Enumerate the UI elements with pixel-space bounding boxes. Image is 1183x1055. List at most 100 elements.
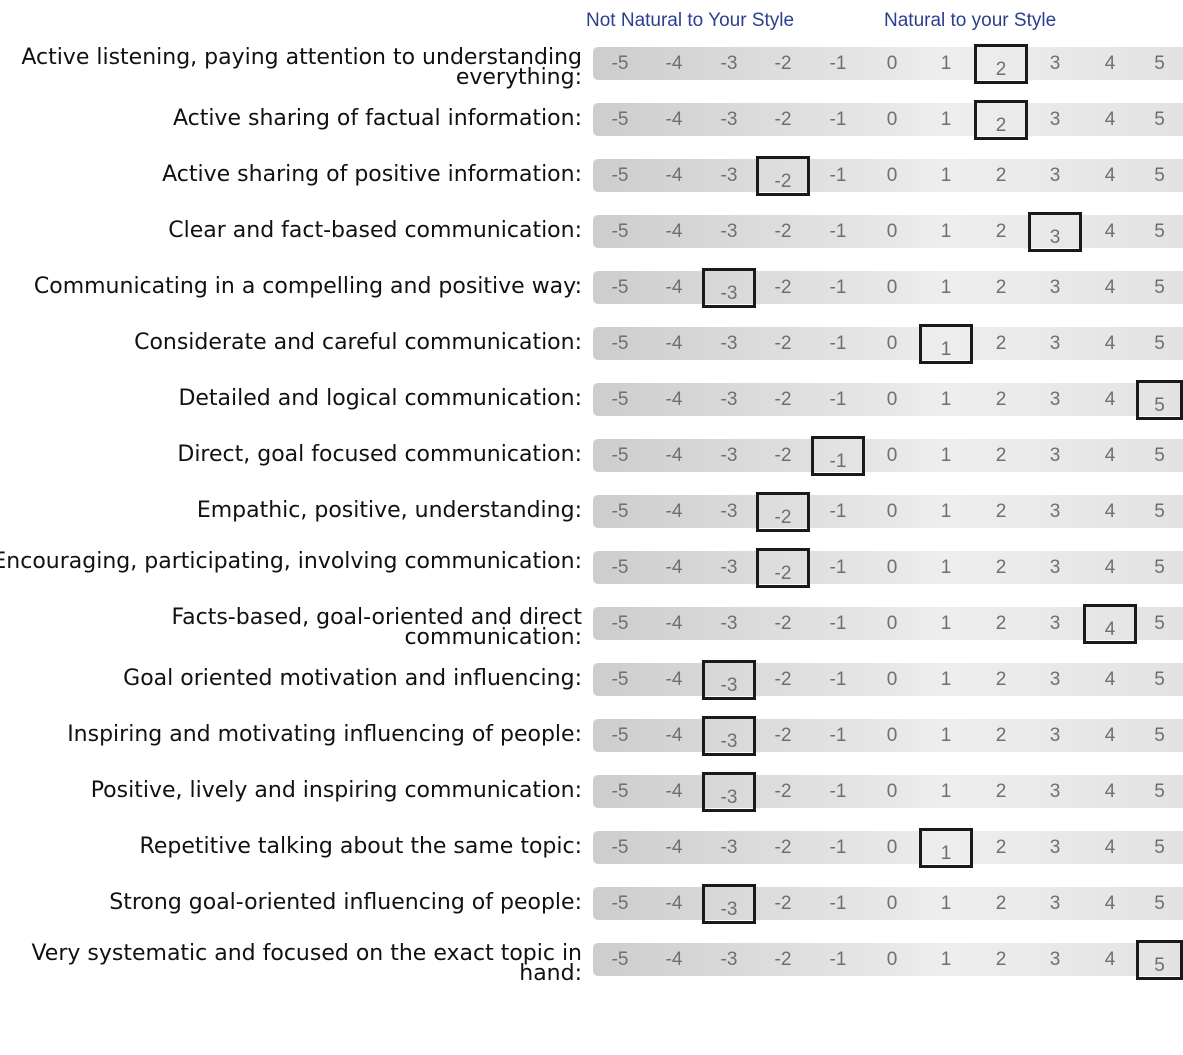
rating-option[interactable]: 3 — [1049, 557, 1061, 578]
rating-option[interactable]: 1 — [940, 165, 952, 186]
rating-option-selected[interactable]: -3 — [702, 884, 756, 924]
rating-option[interactable]: -4 — [665, 893, 683, 914]
rating-option[interactable]: 4 — [1104, 445, 1116, 466]
rating-option[interactable]: 4 — [1104, 389, 1116, 410]
rating-option[interactable]: 3 — [1049, 725, 1061, 746]
rating-option[interactable]: -2 — [774, 277, 792, 298]
rating-option[interactable]: -1 — [829, 109, 847, 130]
rating-option[interactable]: -5 — [611, 277, 629, 298]
rating-option[interactable]: -1 — [829, 613, 847, 634]
rating-option[interactable]: 2 — [995, 781, 1007, 802]
rating-option[interactable]: 5 — [1154, 109, 1165, 130]
rating-option[interactable]: -1 — [829, 725, 847, 746]
rating-option[interactable]: -5 — [611, 613, 629, 634]
rating-option[interactable]: 0 — [886, 445, 898, 466]
rating-option[interactable]: 0 — [886, 837, 898, 858]
rating-option[interactable]: 5 — [1154, 613, 1165, 634]
rating-option[interactable]: -1 — [829, 949, 847, 970]
rating-option[interactable]: -4 — [665, 277, 683, 298]
rating-option[interactable]: 4 — [1104, 781, 1116, 802]
rating-option[interactable]: 3 — [1049, 669, 1061, 690]
rating-option[interactable]: -1 — [829, 221, 847, 242]
rating-option[interactable]: 3 — [1049, 613, 1061, 634]
rating-option[interactable]: 2 — [995, 949, 1007, 970]
rating-option[interactable]: 5 — [1154, 557, 1165, 578]
rating-option[interactable]: -3 — [720, 557, 738, 578]
rating-option[interactable]: 4 — [1104, 893, 1116, 914]
rating-option[interactable]: -5 — [611, 445, 629, 466]
rating-option[interactable]: -4 — [665, 165, 683, 186]
rating-option[interactable]: 4 — [1104, 277, 1116, 298]
rating-option[interactable]: -2 — [774, 333, 792, 354]
rating-option[interactable]: -3 — [720, 613, 738, 634]
rating-option[interactable]: -5 — [611, 109, 629, 130]
rating-option-selected[interactable]: -2 — [756, 156, 810, 196]
rating-option[interactable]: 4 — [1104, 557, 1116, 578]
rating-option[interactable]: -1 — [829, 333, 847, 354]
rating-option[interactable]: 3 — [1049, 389, 1061, 410]
rating-option[interactable]: 0 — [886, 389, 898, 410]
rating-option[interactable]: 3 — [1049, 53, 1061, 74]
rating-option[interactable]: -4 — [665, 221, 683, 242]
rating-option[interactable]: 0 — [886, 221, 898, 242]
rating-option[interactable]: -2 — [774, 109, 792, 130]
rating-option[interactable]: 5 — [1154, 333, 1165, 354]
rating-option[interactable]: -2 — [774, 893, 792, 914]
rating-option[interactable]: 5 — [1154, 837, 1165, 858]
rating-option[interactable]: 1 — [940, 445, 952, 466]
rating-option[interactable]: -2 — [774, 221, 792, 242]
rating-option[interactable]: 2 — [995, 725, 1007, 746]
rating-option[interactable]: -5 — [611, 781, 629, 802]
rating-option[interactable]: -1 — [829, 893, 847, 914]
rating-option[interactable]: 4 — [1104, 837, 1116, 858]
rating-option[interactable]: -5 — [611, 557, 629, 578]
rating-option[interactable]: -1 — [829, 837, 847, 858]
rating-option-selected[interactable]: 3 — [1028, 212, 1082, 252]
rating-option[interactable]: -2 — [774, 389, 792, 410]
rating-option[interactable]: 3 — [1049, 837, 1061, 858]
rating-option[interactable]: 1 — [940, 725, 952, 746]
rating-option[interactable]: 1 — [940, 893, 952, 914]
rating-option[interactable]: 3 — [1049, 109, 1061, 130]
rating-option[interactable]: 1 — [940, 277, 952, 298]
rating-option[interactable]: 5 — [1154, 501, 1165, 522]
rating-option[interactable]: 0 — [886, 893, 898, 914]
rating-option[interactable]: 5 — [1154, 165, 1165, 186]
rating-option[interactable]: 2 — [995, 277, 1007, 298]
rating-option[interactable]: -4 — [665, 725, 683, 746]
rating-option[interactable]: -5 — [611, 949, 629, 970]
rating-option[interactable]: -5 — [611, 837, 629, 858]
rating-option[interactable]: -4 — [665, 949, 683, 970]
rating-option[interactable]: -2 — [774, 613, 792, 634]
rating-option[interactable]: 0 — [886, 53, 898, 74]
rating-option[interactable]: -4 — [665, 557, 683, 578]
rating-option[interactable]: -1 — [829, 165, 847, 186]
rating-option[interactable]: -5 — [611, 333, 629, 354]
rating-option[interactable]: 1 — [940, 557, 952, 578]
rating-option[interactable]: -2 — [774, 669, 792, 690]
rating-option[interactable]: 1 — [940, 781, 952, 802]
rating-option[interactable]: 4 — [1104, 333, 1116, 354]
rating-option[interactable]: 4 — [1104, 165, 1116, 186]
rating-option[interactable]: 1 — [940, 109, 952, 130]
rating-option[interactable]: 4 — [1104, 53, 1116, 74]
rating-option[interactable]: 2 — [995, 837, 1007, 858]
rating-option[interactable]: 0 — [886, 613, 898, 634]
rating-option[interactable]: 5 — [1154, 781, 1165, 802]
rating-option-selected[interactable]: -3 — [702, 716, 756, 756]
rating-option[interactable]: -2 — [774, 781, 792, 802]
rating-option-selected[interactable]: -2 — [756, 548, 810, 588]
rating-option[interactable]: -4 — [665, 613, 683, 634]
rating-option[interactable]: 5 — [1154, 725, 1165, 746]
rating-option[interactable]: -3 — [720, 949, 738, 970]
rating-option-selected[interactable]: -2 — [756, 492, 810, 532]
rating-option[interactable]: 3 — [1049, 949, 1061, 970]
rating-option[interactable]: 2 — [995, 893, 1007, 914]
rating-option[interactable]: 2 — [995, 389, 1007, 410]
rating-option[interactable]: -1 — [829, 501, 847, 522]
rating-option[interactable]: 1 — [940, 613, 952, 634]
rating-option[interactable]: 3 — [1049, 277, 1061, 298]
rating-option[interactable]: -4 — [665, 53, 683, 74]
rating-option[interactable]: 5 — [1154, 53, 1165, 74]
rating-option[interactable]: -3 — [720, 333, 738, 354]
